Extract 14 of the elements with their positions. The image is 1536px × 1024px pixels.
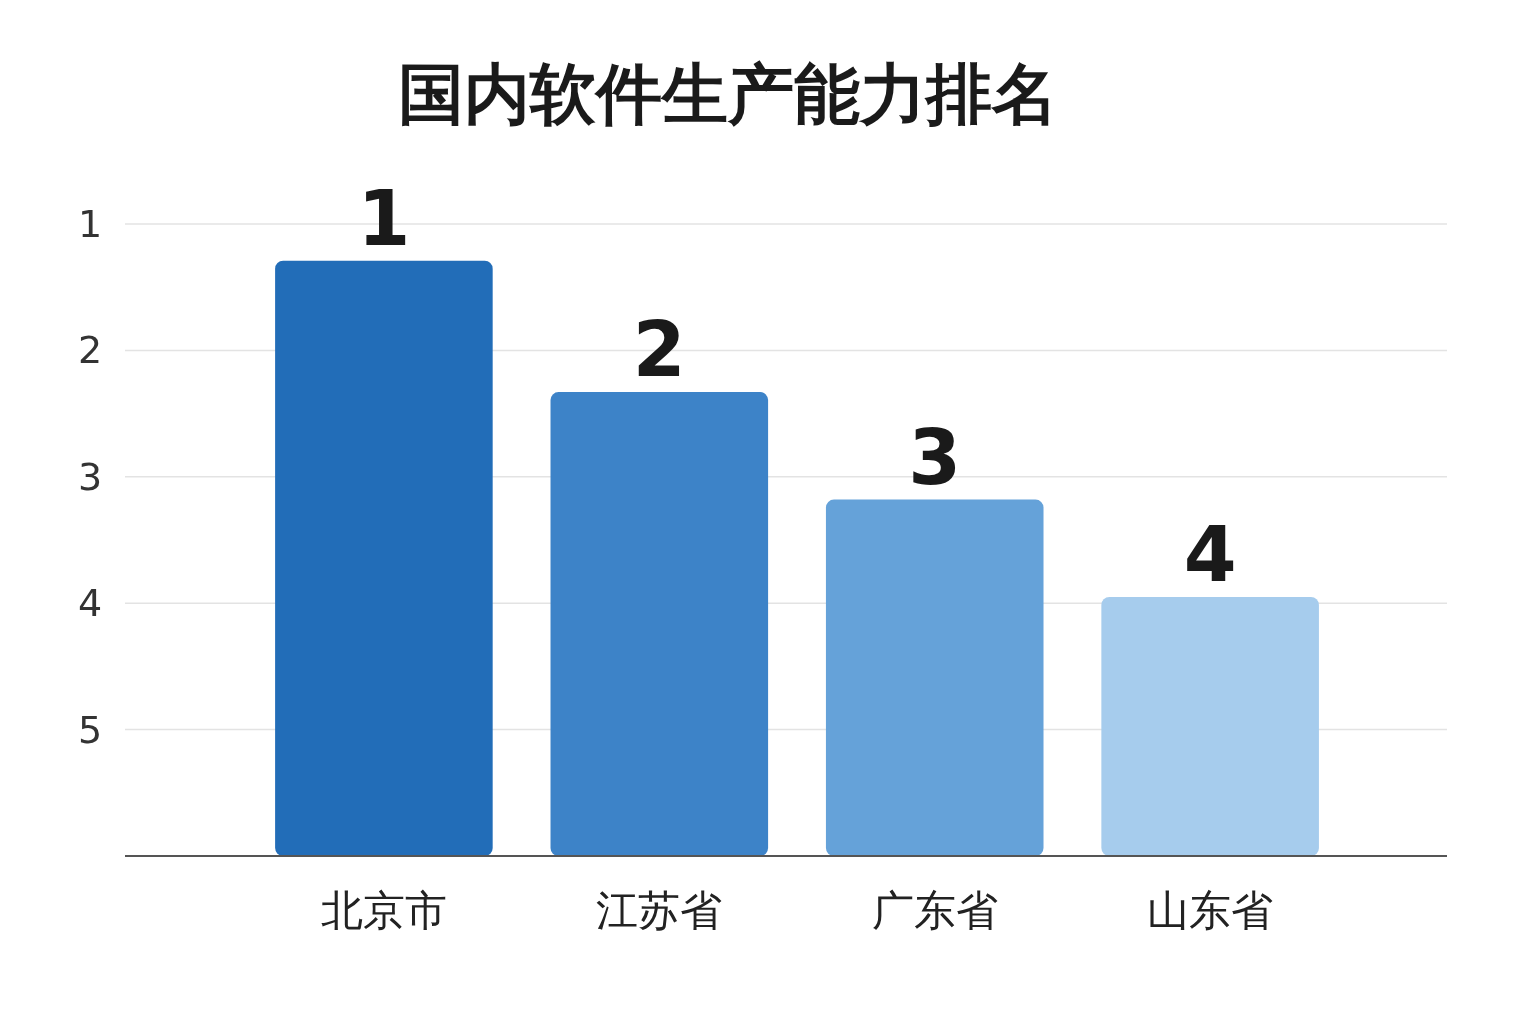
y-tick-label: 1 <box>77 202 103 246</box>
data-label: 3 <box>908 412 962 502</box>
x-tick-label: 北京市 <box>320 886 447 935</box>
data-label: 4 <box>1183 509 1237 599</box>
y-tick-label: 3 <box>77 454 103 499</box>
x-tick-label: 山东省 <box>1147 886 1274 935</box>
data-label: 1 <box>357 173 411 263</box>
y-tick-label: 5 <box>77 707 103 752</box>
x-tick-label: 江苏省 <box>596 886 723 935</box>
y-tick-label: 4 <box>77 581 103 626</box>
x-tick-label: 广东省 <box>871 886 998 935</box>
y-tick-label: 2 <box>77 328 103 373</box>
chart-title: 国内软件生产能力排名 <box>398 56 1058 133</box>
data-label: 2 <box>632 305 686 395</box>
